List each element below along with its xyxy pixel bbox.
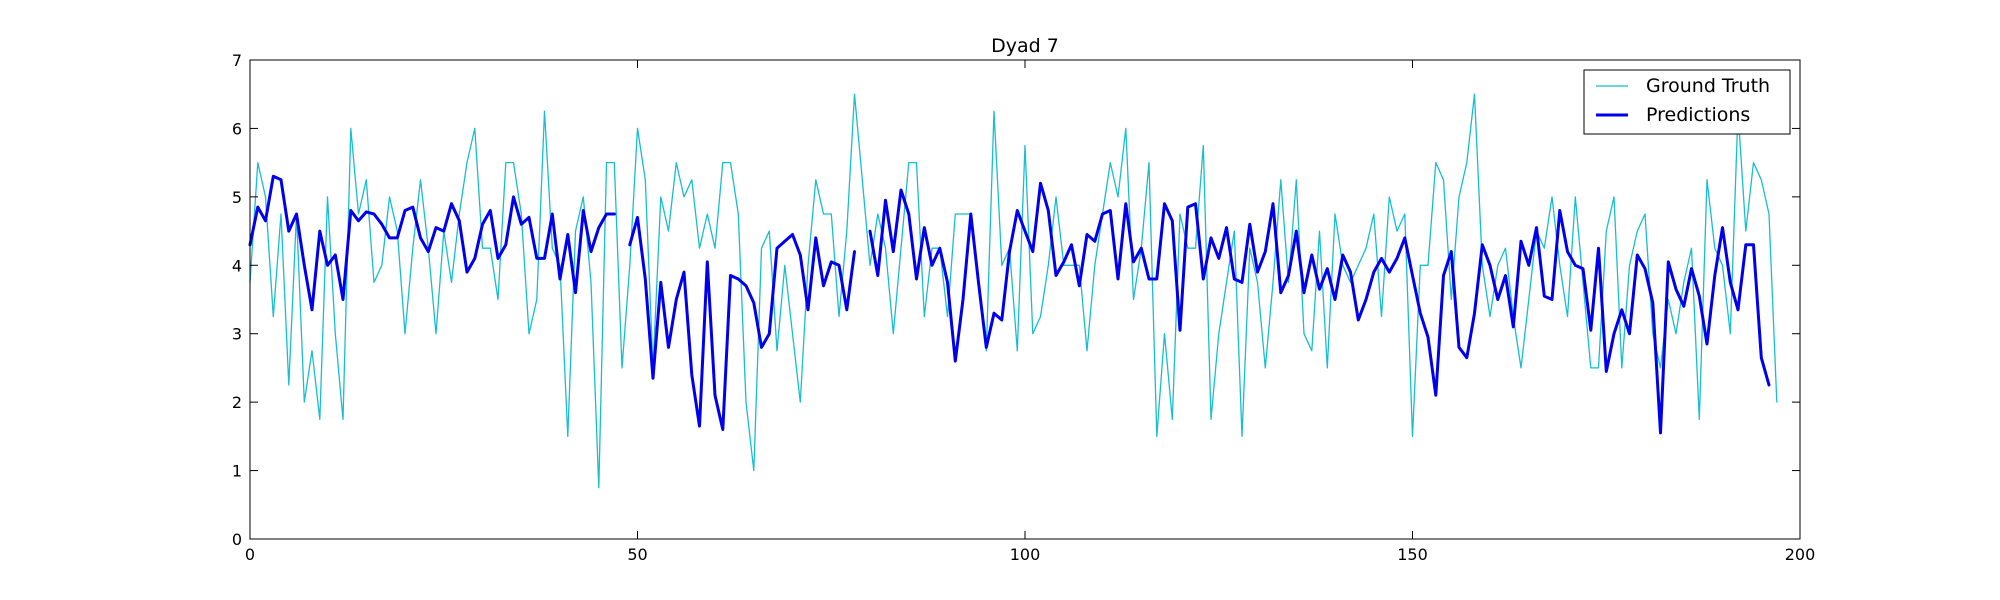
- y-tick-label: 2: [232, 393, 242, 412]
- series-layer: [248, 93, 1778, 489]
- series-line-predictions: [868, 181, 1771, 435]
- legend-label-ground-truth: Ground Truth: [1646, 75, 1770, 97]
- series-line-ground-truth: [249, 93, 1778, 489]
- legend-box: [1583, 69, 1791, 135]
- legend-label-predictions: Predictions: [1646, 104, 1750, 126]
- y-tick-label: 6: [232, 119, 242, 138]
- x-tick-label: 0: [245, 545, 255, 564]
- series-line-predictions: [628, 215, 856, 431]
- legend: Ground Truth Predictions: [1583, 69, 1791, 135]
- y-axis: 0 1 2 3 4 5 6 7: [232, 51, 1800, 549]
- y-tick-label: 5: [232, 188, 242, 207]
- x-tick-label: 150: [1397, 545, 1428, 564]
- y-tick-label: 1: [232, 462, 242, 481]
- y-tick-label: 4: [232, 256, 242, 275]
- x-tick-label: 200: [1785, 545, 1816, 564]
- plot-frame: [249, 59, 1801, 540]
- series-line-predictions: [248, 174, 616, 312]
- y-tick-label: 7: [232, 51, 242, 70]
- x-tick-label: 100: [1010, 545, 1041, 564]
- y-tick-label: 3: [232, 325, 242, 344]
- x-tick-label: 50: [627, 545, 647, 564]
- x-axis: 0 50 100 150 200: [245, 60, 1815, 564]
- chart-title: Dyad 7: [991, 35, 1059, 57]
- y-tick-label: 0: [232, 530, 242, 549]
